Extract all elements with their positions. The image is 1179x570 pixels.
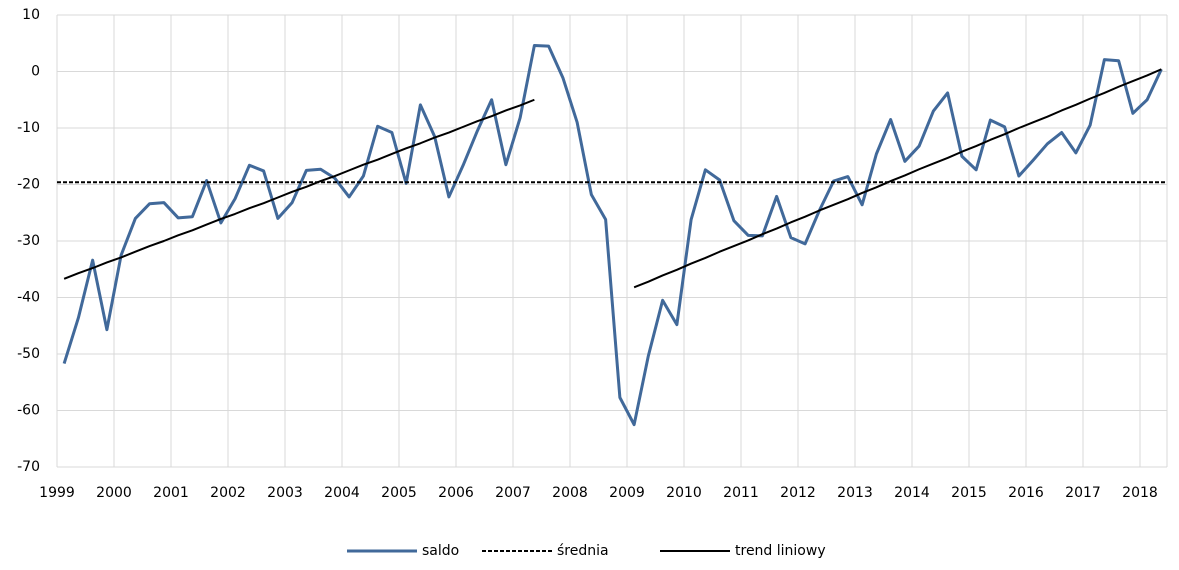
y-tick-label: -60 xyxy=(17,403,40,419)
x-tick-label: 2015 xyxy=(951,485,987,501)
y-tick-label: 10 xyxy=(22,7,40,23)
x-tick-label: 2017 xyxy=(1065,485,1101,501)
y-tick-label: -70 xyxy=(17,459,40,475)
x-tick-label: 2014 xyxy=(894,485,930,501)
x-tick-label: 2007 xyxy=(495,485,531,501)
y-tick-label: -50 xyxy=(17,346,40,362)
x-tick-label: 2001 xyxy=(153,485,189,501)
x-tick-label: 2018 xyxy=(1122,485,1158,501)
x-tick-label: 2000 xyxy=(96,485,132,501)
legend-label: saldo xyxy=(422,543,459,559)
x-tick-label: 2003 xyxy=(267,485,303,501)
x-tick-label: 2005 xyxy=(381,485,417,501)
y-tick-label: -10 xyxy=(17,120,40,136)
x-tick-label: 2010 xyxy=(666,485,702,501)
legend-label: średnia xyxy=(557,543,609,559)
x-tick-label: 2009 xyxy=(609,485,645,501)
x-tick-label: 2012 xyxy=(780,485,816,501)
x-tick-label: 2006 xyxy=(438,485,474,501)
x-tick-label: 2011 xyxy=(723,485,759,501)
series-line xyxy=(63,68,1162,289)
y-tick-label: -20 xyxy=(17,177,40,193)
x-tick-label: 2004 xyxy=(324,485,360,501)
y-tick-label: -30 xyxy=(17,233,40,249)
x-tick-label: 2016 xyxy=(1008,485,1044,501)
series-line xyxy=(62,44,1163,427)
legend-label: trend liniowy xyxy=(735,543,826,559)
x-tick-label: 1999 xyxy=(39,485,75,501)
x-tick-label: 2008 xyxy=(552,485,588,501)
y-tick-label: -40 xyxy=(17,290,40,306)
x-tick-label: 2002 xyxy=(210,485,246,501)
x-tick-label: 2013 xyxy=(837,485,873,501)
y-tick-label: 0 xyxy=(31,64,40,80)
